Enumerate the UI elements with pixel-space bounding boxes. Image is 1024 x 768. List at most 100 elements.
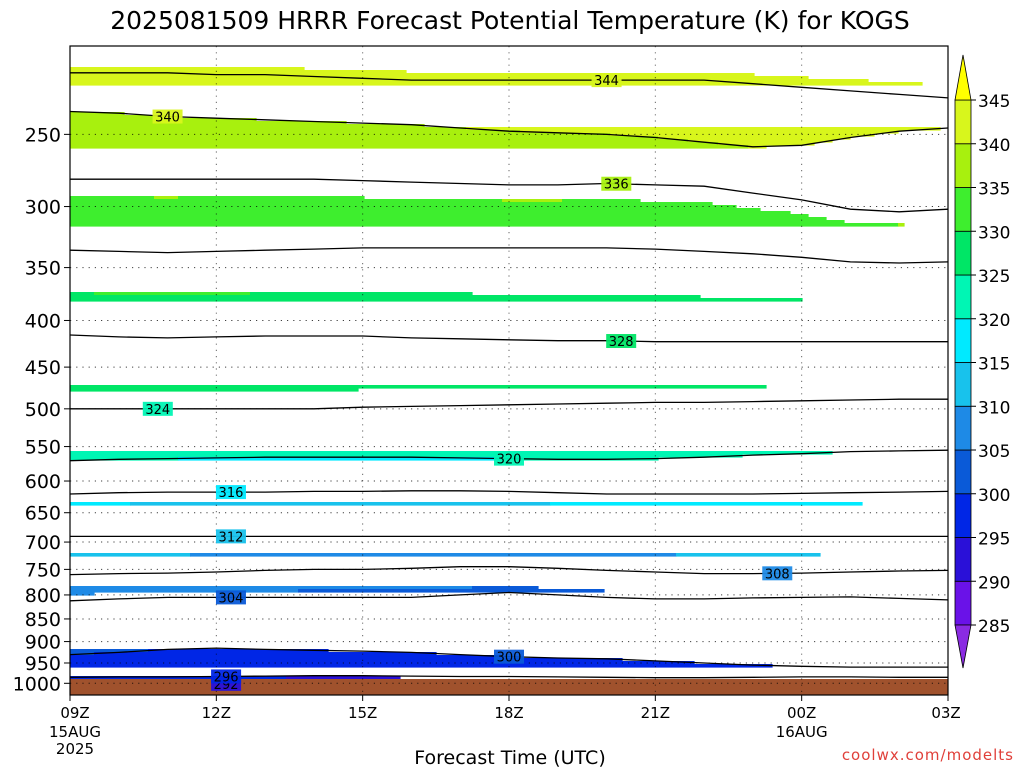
fill-band (70, 202, 713, 206)
colorbar-label: 290 (978, 573, 1010, 593)
y-tick-label: 850 (25, 609, 61, 631)
fill-band (70, 649, 149, 653)
fill-band (70, 121, 347, 125)
y-tick-label: 300 (25, 197, 61, 219)
isentrope-336 (70, 178, 948, 213)
colorbar-segment (954, 537, 972, 582)
colorbar-segment (954, 405, 972, 451)
colorbar-label: 345 (978, 92, 1010, 112)
y-tick-label: 950 (25, 653, 61, 675)
fill-band (70, 664, 773, 668)
fill-band (286, 676, 401, 679)
colorbar-segment (954, 318, 972, 363)
y-tick-label: 250 (25, 124, 61, 146)
contour-label-bg (211, 669, 242, 684)
fill-band (70, 454, 743, 458)
colorbar-label: 335 (978, 180, 1010, 200)
colorbar-segment (954, 143, 972, 188)
colorbar-high-arrow (954, 54, 972, 101)
fill-band (70, 592, 95, 596)
fill-band (70, 208, 761, 212)
chart-title: 2025081509 HRRR Forecast Potential Tempe… (110, 6, 910, 35)
contour-label: 304 (219, 591, 244, 606)
contour-label: 340 (155, 111, 180, 126)
contour-label: 296 (214, 670, 239, 685)
fill-band (520, 130, 899, 134)
fill-band (688, 139, 833, 143)
x-tick-sublabel: 2025 (56, 740, 94, 758)
y-tick-label: 650 (25, 503, 61, 525)
x-tick-label: 00Z (787, 704, 816, 722)
fill-band (70, 295, 701, 299)
fill-band (70, 292, 95, 296)
contour-fills (70, 67, 941, 679)
fill-band (70, 67, 305, 71)
y-tick-label: 900 (25, 632, 61, 654)
isentrope-308 (70, 566, 948, 576)
fill-band (70, 217, 827, 221)
fill-band (70, 124, 425, 128)
fill-band (70, 298, 803, 302)
isentrope-328 (70, 334, 948, 343)
isentrope-332 (70, 247, 948, 264)
fill-band (250, 292, 473, 296)
contour-label: 320 (497, 453, 522, 468)
colorbar-label: 340 (978, 136, 1010, 156)
fill-band (70, 139, 689, 143)
fill-band (472, 586, 539, 590)
contour-label-bg (494, 451, 524, 466)
fill-band (70, 136, 659, 140)
x-tick-label: 03Z (931, 704, 960, 722)
colorbar-segment (954, 99, 972, 145)
ground-surface (70, 679, 948, 695)
contour-label: 344 (594, 74, 619, 89)
colorbar-label: 330 (978, 223, 1010, 243)
fill-band (70, 214, 809, 218)
isentrope-344 (70, 72, 948, 99)
fill-band (562, 199, 641, 203)
fill-band (70, 196, 155, 200)
colorbar-label: 305 (978, 442, 1010, 462)
colorbar-segment (954, 493, 972, 538)
y-tick-label: 550 (25, 437, 61, 459)
fill-band (70, 388, 359, 392)
fill-band (70, 223, 899, 227)
colorbar-label: 315 (978, 355, 1010, 375)
colorbar-label: 310 (978, 398, 1010, 418)
x-tick-label: 18Z (494, 704, 523, 722)
contour-label-bg (215, 485, 246, 500)
isentrope-340 (70, 110, 948, 148)
contour-label-bg (494, 649, 524, 664)
contour-label-bg (606, 334, 637, 349)
x-tick-label: 21Z (641, 704, 670, 722)
contour-label-bg (601, 176, 632, 191)
y-tick-label: 700 (25, 532, 61, 554)
fill-band (70, 70, 407, 74)
fill-band (70, 76, 809, 80)
fill-band (70, 502, 131, 506)
watermark: coolwx.com/modelts (842, 746, 1014, 764)
colorbar-label: 285 (978, 617, 1010, 637)
y-tick-label: 600 (25, 471, 61, 493)
contour-label: 316 (219, 486, 244, 501)
fill-band (718, 142, 815, 146)
contour-label-bg (152, 109, 183, 124)
fill-band (70, 589, 299, 593)
fill-band (70, 661, 695, 665)
contour-label-bg (142, 401, 173, 416)
contour-label: 324 (145, 403, 170, 418)
contour-label: 328 (609, 335, 634, 350)
contour-label-bg (215, 529, 246, 544)
fill-band (70, 145, 749, 149)
colorbar-segment (954, 449, 972, 495)
grid (70, 46, 948, 695)
contour-label: 308 (765, 567, 790, 582)
colorbar-label: 320 (978, 311, 1010, 331)
y-tick-label: 500 (25, 399, 61, 421)
y-axis: 2503003504004505005506006507007508008509… (13, 124, 70, 695)
fill-band (154, 196, 179, 200)
fill-band (70, 199, 503, 203)
contour-label-bg (215, 590, 246, 605)
fill-band (70, 115, 167, 119)
